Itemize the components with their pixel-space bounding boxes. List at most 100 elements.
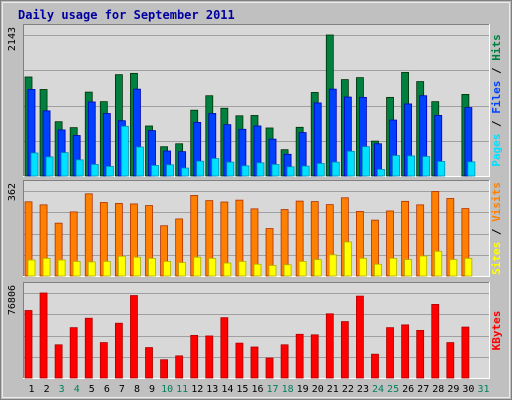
bar-pages-day-28 — [437, 161, 446, 177]
bar-sites-day-18 — [283, 264, 292, 277]
x-tick-day-15: 15 — [236, 384, 248, 395]
bar-pages-day-24 — [377, 169, 385, 177]
bar-kbytes-day-18 — [280, 344, 289, 379]
bar-pages-day-23 — [362, 146, 370, 177]
bar-pages-day-17 — [271, 164, 280, 177]
bar-pages-day-12 — [196, 160, 205, 177]
y-max-label-hits-files-pages: 2143 — [7, 27, 18, 51]
bar-kbytes-day-26 — [401, 324, 410, 379]
bar-kbytes-day-4 — [69, 327, 78, 379]
bar-kbytes-day-27 — [416, 330, 425, 379]
bar-kbytes-day-7 — [114, 322, 123, 379]
x-tick-day-19: 19 — [297, 384, 309, 395]
x-tick-day-10: 10 — [161, 384, 173, 395]
x-tick-day-14: 14 — [221, 384, 233, 395]
bar-pages-day-25 — [392, 155, 400, 177]
bar-kbytes-day-16 — [250, 346, 259, 379]
bar-kbytes-day-14 — [220, 317, 229, 379]
bar-sites-day-6 — [102, 261, 111, 277]
bar-pages-day-1 — [30, 152, 39, 177]
bar-sites-day-8 — [133, 256, 141, 277]
bar-sites-day-23 — [359, 257, 367, 277]
bar-sites-day-24 — [374, 263, 382, 277]
bar-sites-day-3 — [57, 259, 66, 277]
x-tick-day-9: 9 — [149, 384, 155, 395]
bar-pages-day-16 — [256, 162, 265, 177]
x-tick-day-30: 30 — [462, 384, 474, 395]
bar-kbytes-day-30 — [461, 326, 470, 379]
bar-sites-day-20 — [313, 259, 322, 277]
bar-kbytes-day-15 — [235, 342, 244, 379]
bar-pages-day-13 — [211, 158, 220, 177]
legend-hits-files-pages: Pages / Files / Hits — [490, 34, 503, 167]
x-tick-day-6: 6 — [104, 384, 110, 395]
x-tick-day-22: 22 — [342, 384, 354, 395]
bar-sites-day-19 — [298, 261, 307, 277]
bar-sites-day-9 — [148, 257, 156, 277]
legend-visits-sites: Sites / Visits — [490, 182, 503, 275]
legend-separator: / — [490, 114, 503, 134]
bar-kbytes-day-10 — [160, 359, 168, 379]
bar-pages-day-10 — [166, 164, 174, 177]
bar-kbytes-day-3 — [54, 344, 63, 379]
bar-pages-day-4 — [75, 159, 84, 177]
bar-kbytes-day-11 — [175, 355, 184, 379]
bar-sites-day-17 — [268, 265, 277, 277]
bar-sites-day-29 — [449, 259, 458, 277]
bar-sites-day-2 — [42, 257, 51, 277]
bar-pages-day-19 — [301, 165, 310, 177]
bar-kbytes-day-23 — [356, 295, 364, 379]
legend-item-files: Files — [490, 81, 503, 114]
x-tick-day-29: 29 — [447, 384, 459, 395]
bar-pages-day-5 — [90, 164, 99, 177]
bar-pages-day-30 — [467, 161, 476, 177]
bar-kbytes-day-6 — [99, 342, 108, 379]
bar-sites-day-7 — [117, 255, 126, 277]
legend-separator: / — [490, 222, 503, 242]
x-tick-day-23: 23 — [357, 384, 369, 395]
x-tick-day-16: 16 — [251, 384, 263, 395]
bar-kbytes-day-2 — [39, 292, 48, 379]
x-tick-day-2: 2 — [44, 384, 50, 395]
bar-sites-day-30 — [464, 257, 473, 277]
x-tick-day-13: 13 — [206, 384, 218, 395]
x-tick-day-17: 17 — [267, 384, 279, 395]
x-tick-day-12: 12 — [191, 384, 203, 395]
bar-sites-day-12 — [193, 256, 202, 277]
x-tick-day-24: 24 — [372, 384, 384, 395]
bar-sites-day-14 — [223, 262, 232, 277]
x-tick-day-20: 20 — [312, 384, 324, 395]
bar-kbytes-day-12 — [190, 334, 199, 379]
bar-pages-day-22 — [346, 150, 355, 177]
bar-kbytes-day-8 — [130, 295, 138, 379]
legend-item-visits: Visits — [490, 182, 503, 222]
bar-pages-day-14 — [226, 161, 235, 177]
bar-sites-day-5 — [87, 261, 96, 277]
bar-kbytes-day-13 — [205, 335, 214, 379]
bar-sites-day-13 — [208, 257, 217, 277]
legend-item-pages: Pages — [490, 134, 503, 167]
bar-sites-day-1 — [27, 259, 36, 277]
bar-sites-day-26 — [404, 259, 413, 277]
bar-kbytes-day-29 — [446, 342, 455, 379]
x-tick-day-7: 7 — [119, 384, 125, 395]
x-tick-day-1: 1 — [29, 384, 35, 395]
panel-kbytes: 76806 KBytes — [7, 282, 503, 379]
x-tick-day-26: 26 — [402, 384, 414, 395]
bar-pages-day-7 — [120, 125, 129, 177]
y-max-label-kbytes: 76806 — [7, 285, 18, 315]
bar-sites-day-11 — [178, 262, 187, 277]
x-tick-day-3: 3 — [59, 384, 65, 395]
x-tick-day-27: 27 — [417, 384, 429, 395]
bar-kbytes-day-25 — [386, 327, 394, 379]
bar-pages-day-11 — [181, 167, 190, 177]
bar-sites-day-10 — [163, 261, 171, 277]
x-tick-day-18: 18 — [282, 384, 294, 395]
bar-kbytes-day-22 — [340, 321, 349, 379]
x-tick-day-31: 31 — [477, 384, 489, 395]
bar-kbytes-day-19 — [295, 333, 304, 379]
x-tick-day-25: 25 — [387, 384, 399, 395]
bar-kbytes-day-28 — [431, 304, 440, 379]
bar-kbytes-day-9 — [145, 347, 153, 379]
chart-panels: 2143 Pages / Files / Hits 362 Sites / Visit… — [7, 24, 503, 379]
